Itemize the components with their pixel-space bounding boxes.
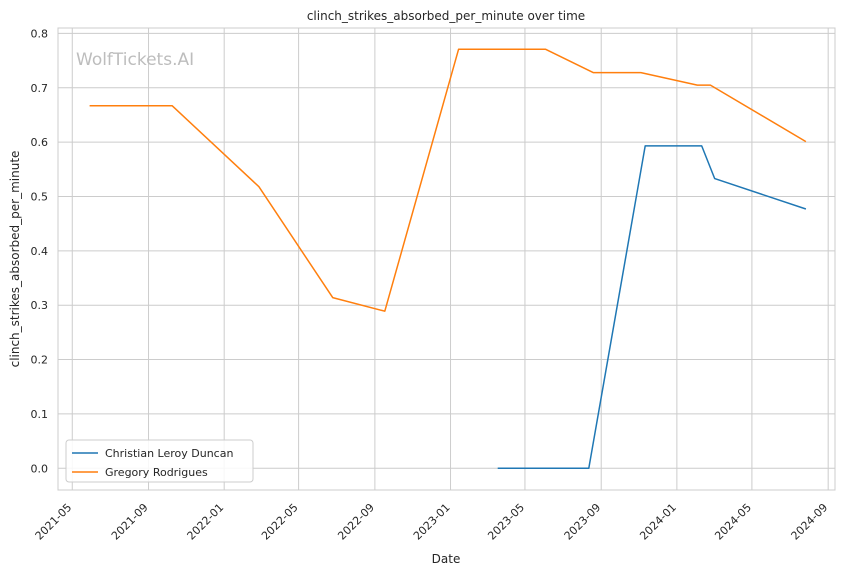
y-tick-label: 0.7	[31, 82, 49, 95]
series-layer	[89, 48, 807, 470]
y-tick-label: 0.2	[31, 354, 49, 367]
y-tick-label: 0.6	[31, 136, 49, 149]
x-tick-label: 2024-01	[637, 501, 679, 543]
y-tick-label: 0.0	[31, 462, 49, 475]
x-tick-label: 2022-09	[335, 501, 377, 543]
x-tick-label: 2023-09	[562, 501, 604, 543]
y-tick-label: 0.4	[31, 245, 49, 258]
y-tick-label: 0.8	[31, 27, 49, 40]
y-tick-label: 0.5	[31, 190, 49, 203]
x-tick-label: 2023-05	[485, 501, 527, 543]
x-tick-label: 2023-01	[411, 501, 453, 543]
grid	[58, 28, 835, 490]
y-tick-label: 0.3	[31, 299, 49, 312]
x-tick-label: 2022-01	[185, 501, 227, 543]
x-tick-label: 2024-09	[789, 501, 831, 543]
legend: Christian Leroy Duncan Gregory Rodrigues	[65, 439, 254, 483]
plot-frame	[57, 27, 836, 491]
x-tick-label: 2021-05	[33, 501, 75, 543]
chart-title: clinch_strikes_absorbed_per_minute over …	[307, 9, 585, 23]
series-line-christian-leroy-duncan	[497, 145, 807, 470]
y-tick-label: 0.1	[31, 408, 49, 421]
y-tick-labels: 0.0 0.1 0.2 0.3 0.4 0.5 0.6 0.7 0.8	[31, 27, 49, 475]
legend-frame	[65, 439, 254, 483]
y-axis-label: clinch_strikes_absorbed_per_minute	[8, 151, 22, 368]
x-tick-label: 2022-05	[259, 501, 301, 543]
series-line-gregory-rodrigues	[89, 48, 807, 312]
legend-label-christian-leroy-duncan: Christian Leroy Duncan	[105, 447, 233, 460]
x-tick-label: 2024-05	[712, 501, 754, 543]
watermark: WolfTickets.AI	[76, 50, 194, 70]
legend-label-gregory-rodrigues: Gregory Rodrigues	[105, 466, 208, 479]
x-axis-label: Date	[432, 552, 461, 566]
x-tick-label: 2021-09	[109, 501, 151, 543]
x-tick-labels: 2021-05 2021-09 2022-01 2022-05 2022-09 2023-…	[33, 501, 831, 543]
